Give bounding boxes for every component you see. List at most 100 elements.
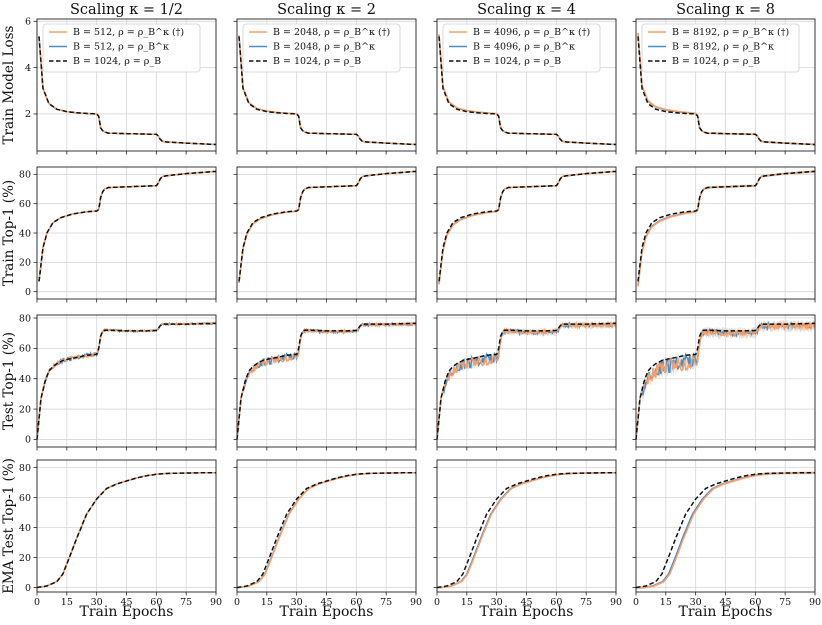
legend-label: B = 8192, ρ = ρ_B^κ (†) bbox=[672, 27, 789, 38]
series-line-b-kappa bbox=[238, 170, 417, 283]
legend-box bbox=[442, 23, 601, 73]
series-line-reference bbox=[635, 472, 815, 589]
x-axis-label: Train Epochs bbox=[280, 604, 374, 620]
y-tick-label: 2 bbox=[25, 109, 31, 120]
x-axis-label: Train Epochs bbox=[480, 604, 574, 620]
y-axis-label: Train Top-1 (%) bbox=[1, 180, 17, 286]
legend-label: B = 2048, ρ = ρ_B^κ (†) bbox=[273, 27, 390, 38]
series-line-reference bbox=[438, 36, 616, 146]
series-line-b-kappa-dagger bbox=[635, 320, 816, 440]
y-tick-label: 80 bbox=[19, 170, 31, 181]
y-tick-label: 40 bbox=[19, 374, 31, 385]
x-tick-label: 90 bbox=[410, 597, 422, 608]
y-axis-label: EMA Test Top-1 (%) bbox=[1, 458, 17, 594]
series-line-reference bbox=[236, 322, 417, 440]
series-line-reference bbox=[38, 170, 217, 282]
series-line-reference bbox=[238, 170, 417, 282]
x-tick-label: 75 bbox=[779, 597, 791, 608]
series-line-reference bbox=[635, 322, 816, 440]
series-line-reference bbox=[637, 36, 815, 146]
x-tick-label: 30 bbox=[91, 597, 103, 608]
x-tick-label: 60 bbox=[749, 597, 761, 608]
x-tick-label: 0 bbox=[34, 597, 40, 608]
series-line-b-kappa-dagger bbox=[438, 170, 617, 285]
series-line-b-kappa bbox=[38, 170, 217, 282]
x-tick-label: 90 bbox=[809, 597, 821, 608]
x-axis-label: Train Epochs bbox=[80, 604, 174, 620]
legend-label: B = 512, ρ = ρ_B^κ (†) bbox=[73, 27, 184, 38]
x-tick-label: 0 bbox=[434, 597, 440, 608]
subplot-r1-c2 bbox=[433, 166, 617, 303]
series-line-reference bbox=[238, 36, 416, 146]
legend-label: B = 1024, ρ = ρ_B bbox=[473, 56, 561, 67]
x-tick-label: 45 bbox=[120, 597, 132, 608]
legend-box bbox=[42, 23, 201, 73]
series-line-b-kappa-dagger bbox=[38, 170, 217, 282]
x-tick-label: 90 bbox=[610, 597, 622, 608]
y-tick-label: 40 bbox=[19, 228, 31, 239]
legend-label: B = 4096, ρ = ρ_B^κ (†) bbox=[473, 27, 590, 38]
x-tick-label: 30 bbox=[491, 597, 503, 608]
subplot-r1-c0: 0 20 40 60 80 bbox=[19, 166, 217, 303]
series-line-reference bbox=[637, 170, 816, 282]
subplot-r0-c1: Scaling κ = 2 B = 2048, ρ = ρ_B^κ (†) B = … bbox=[233, 2, 417, 155]
y-tick-label: 0 bbox=[25, 287, 31, 298]
y-tick-label: 60 bbox=[19, 344, 31, 355]
series-line-b-kappa-dagger bbox=[637, 170, 816, 287]
y-tick-label: 0 bbox=[25, 435, 31, 446]
x-tick-label: 15 bbox=[261, 597, 273, 608]
series-line-reference bbox=[436, 322, 617, 440]
subplot-r2-c1 bbox=[233, 314, 417, 451]
column-title: Scaling κ = 8 bbox=[676, 2, 775, 18]
legend-label: B = 512, ρ = ρ_B^κ bbox=[73, 42, 169, 53]
x-axis-label: Train Epochs bbox=[679, 604, 773, 620]
legend-label: B = 1024, ρ = ρ_B bbox=[273, 56, 361, 67]
y-tick-label: 80 bbox=[19, 313, 31, 324]
y-tick-label: 20 bbox=[19, 553, 31, 564]
x-tick-label: 45 bbox=[520, 597, 532, 608]
subplot-r0-c0: 2 4 6 Scaling κ = 1/2 B = 512, ρ = ρ_B^κ (†)… bbox=[25, 2, 217, 155]
series-line-reference bbox=[36, 472, 216, 589]
y-tick-label: 60 bbox=[19, 493, 31, 504]
series-line-reference bbox=[436, 472, 616, 589]
y-tick-label: 60 bbox=[19, 199, 31, 210]
y-tick-label: 4 bbox=[25, 63, 31, 74]
x-tick-label: 90 bbox=[210, 597, 222, 608]
series-line-reference bbox=[236, 472, 416, 589]
subplot-r1-c1 bbox=[233, 166, 417, 303]
subplot-r0-c3: Scaling κ = 8 B = 8192, ρ = ρ_B^κ (†) B = … bbox=[632, 2, 816, 155]
series-line-b-kappa-dagger bbox=[238, 170, 417, 283]
x-tick-label: 30 bbox=[291, 597, 303, 608]
series-line-b-kappa-dagger bbox=[636, 472, 815, 589]
x-tick-label: 45 bbox=[320, 597, 332, 608]
series-line-reference bbox=[36, 322, 217, 440]
series-line-b-kappa-dagger bbox=[437, 472, 616, 589]
column-title: Scaling κ = 2 bbox=[277, 2, 376, 18]
x-tick-label: 60 bbox=[150, 597, 162, 608]
subplot-r2-c0: 0 20 40 60 80 bbox=[19, 313, 217, 451]
variance-band bbox=[239, 171, 416, 284]
subplot-r2-c2 bbox=[433, 314, 617, 451]
x-tick-label: 15 bbox=[660, 597, 672, 608]
series-line-b-kappa bbox=[637, 170, 816, 286]
subplot-r3-c3: 0 15 30 45 60 75 90 Train Epochs bbox=[632, 459, 821, 620]
x-tick-label: 0 bbox=[234, 597, 240, 608]
y-axis-label: Train Model Loss bbox=[1, 25, 17, 144]
column-title: Scaling κ = 4 bbox=[477, 2, 576, 18]
x-tick-label: 15 bbox=[61, 597, 73, 608]
variance-band bbox=[439, 170, 616, 286]
x-tick-label: 60 bbox=[550, 597, 562, 608]
x-tick-label: 15 bbox=[461, 597, 473, 608]
legend-label: B = 2048, ρ = ρ_B^κ bbox=[273, 42, 375, 53]
x-tick-label: 75 bbox=[380, 597, 392, 608]
x-tick-label: 60 bbox=[350, 597, 362, 608]
subplot-r3-c2: 0 15 30 45 60 75 90 Train Epochs bbox=[433, 459, 622, 620]
x-tick-label: 30 bbox=[690, 597, 702, 608]
subplot-r0-c2: Scaling κ = 4 B = 4096, ρ = ρ_B^κ (†) B = … bbox=[433, 2, 617, 155]
subplot-r3-c0: 0 15 30 45 60 75 90 0 20 40 60 80 Train Epochs bbox=[19, 459, 222, 620]
variance-band bbox=[439, 170, 616, 286]
subplot-r1-c3 bbox=[632, 166, 816, 303]
variance-band bbox=[638, 170, 815, 288]
legend-box bbox=[641, 23, 800, 73]
